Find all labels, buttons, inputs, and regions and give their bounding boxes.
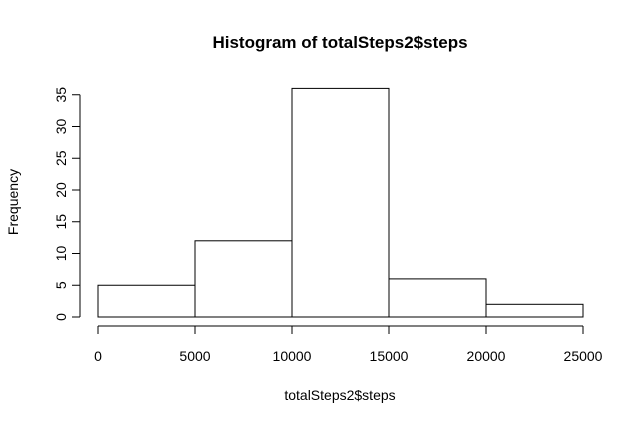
x-tick-label-2: 10000 xyxy=(273,348,312,364)
x-tick-label-0: 0 xyxy=(94,348,102,364)
x-tick-label-3: 15000 xyxy=(370,348,409,364)
y-tick-label-6: 30 xyxy=(53,119,69,135)
bars-group xyxy=(97,87,584,318)
histogram-bar-2 xyxy=(291,87,390,318)
histogram-bar-1 xyxy=(194,240,293,318)
x-tick-label-5: 25000 xyxy=(564,348,603,364)
x-tick-label-1: 5000 xyxy=(179,348,210,364)
y-tick-label-1: 5 xyxy=(53,281,69,289)
x-axis: 0 5000 10000 15000 20000 25000 xyxy=(94,325,603,364)
histogram-bar-3 xyxy=(388,278,487,318)
y-tick-label-2: 10 xyxy=(53,246,69,262)
histogram-bar-4 xyxy=(485,303,584,318)
y-tick-label-0: 0 xyxy=(53,313,69,321)
y-axis: 0 5 10 15 20 25 30 35 xyxy=(53,87,81,321)
histogram-bar-0 xyxy=(97,284,196,318)
y-tick-label-7: 35 xyxy=(53,87,69,103)
y-tick-label-5: 25 xyxy=(53,150,69,166)
x-tick-label-4: 20000 xyxy=(467,348,506,364)
y-axis-label: Frequency xyxy=(5,169,21,235)
x-axis-label: totalSteps2$steps xyxy=(284,387,395,403)
y-tick-label-4: 20 xyxy=(53,182,69,198)
chart-title: Histogram of totalSteps2$steps xyxy=(212,33,467,52)
y-tick-label-3: 15 xyxy=(53,214,69,230)
